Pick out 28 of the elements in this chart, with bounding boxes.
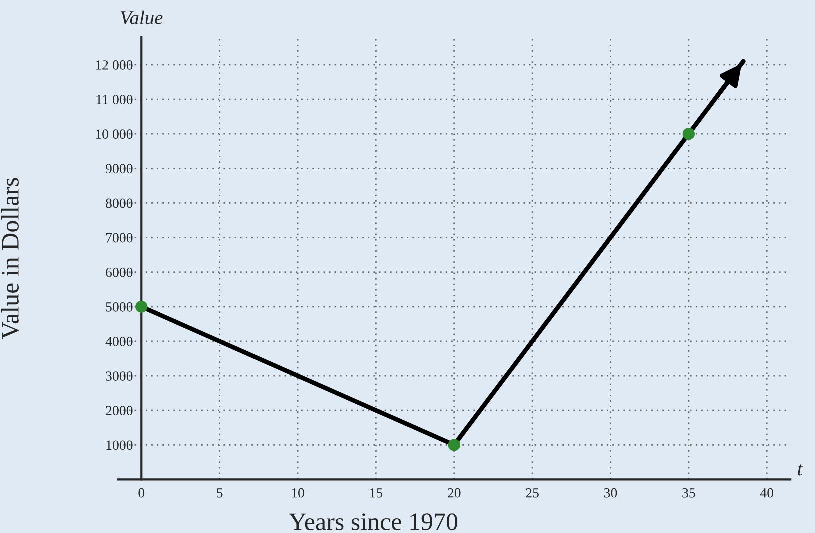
point — [136, 300, 148, 313]
y-tick-label: 5000 — [106, 302, 133, 312]
y-tick-label: 4000 — [106, 337, 133, 346]
y-axis-title: Value in Dollars — [1, 178, 20, 340]
y-tick-label: 11 000 — [96, 95, 133, 104]
x-tick-label: 15 — [370, 488, 383, 498]
y-tick-label: 9000 — [106, 164, 133, 174]
y-tick-label: 7000 — [106, 233, 133, 243]
x-tick-label: 10 — [292, 488, 304, 498]
y-tick-label: 2000 — [106, 406, 133, 416]
y-tick-label: 1000 — [106, 440, 133, 450]
x-axis-title: Years since 1970 — [289, 514, 458, 530]
point — [682, 128, 695, 140]
x-tick-label: 20 — [448, 488, 461, 498]
x-tick-label: 40 — [760, 488, 774, 498]
x-tick-label: 5 — [217, 488, 223, 498]
text: t — [798, 464, 804, 476]
y-tick-label: 8000 — [106, 198, 133, 208]
x-tick-label: 25 — [526, 488, 539, 498]
y-tick-label: 12 000 — [96, 60, 133, 70]
point — [448, 439, 460, 452]
x-tick-label: 35 — [682, 488, 696, 498]
y-tick-label: 3000 — [106, 372, 133, 381]
text: Value — [121, 10, 163, 25]
y-tick-label: 6000 — [106, 268, 133, 278]
x-tick-label: 30 — [604, 488, 618, 498]
y-tick-label: 10 000 — [96, 130, 133, 140]
x-tick-label: 0 — [138, 488, 145, 498]
